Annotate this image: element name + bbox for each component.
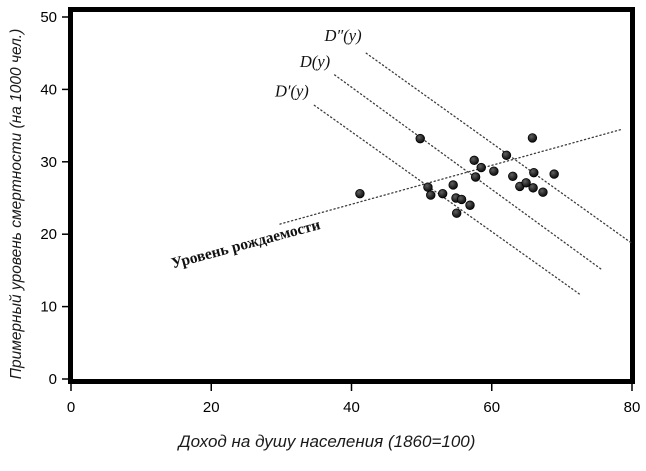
scatter-point <box>437 188 448 199</box>
scatter-point <box>451 208 462 218</box>
scatter-point <box>501 150 512 160</box>
demand-line-d <box>334 74 603 271</box>
x-tick-label: 40 <box>343 399 360 416</box>
scatter-point <box>448 180 458 190</box>
x-tick-label: 0 <box>67 399 75 416</box>
demand-line-d-prime <box>313 104 582 296</box>
scatter-point <box>549 169 559 179</box>
scatter-point <box>415 133 425 144</box>
scatter-point <box>355 188 365 199</box>
scatter-point <box>456 194 467 205</box>
scatter-point <box>528 183 538 193</box>
scatter-point <box>476 162 486 173</box>
scatter-point <box>521 178 531 188</box>
scatter-point <box>538 187 548 197</box>
demand-line-d-prime-label: D′(y) <box>274 82 309 101</box>
scatter-point <box>508 171 518 181</box>
y-axis-title: Примерный уровень смертности (на 1000 че… <box>8 28 25 380</box>
scatter-point <box>527 133 538 143</box>
demand-line-d-double-prime <box>365 52 632 244</box>
y-tick-label: 30 <box>40 154 57 171</box>
scatter-point <box>469 155 479 166</box>
x-tick-label: 60 <box>483 399 500 416</box>
birth-rate-line-label: Уровень рождаемости <box>169 216 322 272</box>
demand-line-d-double-prime-label: D″(y) <box>324 26 362 45</box>
scatter-point <box>465 200 475 210</box>
plot-frame <box>68 7 635 384</box>
scatter-point <box>489 166 499 176</box>
birth-rate-line <box>279 128 623 225</box>
y-tick-label: 0 <box>49 371 57 388</box>
x-tick-label: 20 <box>203 399 220 416</box>
y-tick-label: 20 <box>40 226 57 243</box>
y-tick-label: 50 <box>40 9 57 26</box>
demand-line-d-label: D(y) <box>299 52 330 71</box>
y-tick-label: 10 <box>40 299 57 316</box>
scatter-point <box>529 167 539 178</box>
x-axis-title: Доход на душу населения (1860=100) <box>178 432 476 451</box>
scatter-point <box>470 172 481 182</box>
scatter-point <box>423 182 433 192</box>
x-tick-label: 80 <box>624 399 641 416</box>
y-tick-label: 40 <box>40 81 57 98</box>
scatter-point <box>426 190 436 200</box>
